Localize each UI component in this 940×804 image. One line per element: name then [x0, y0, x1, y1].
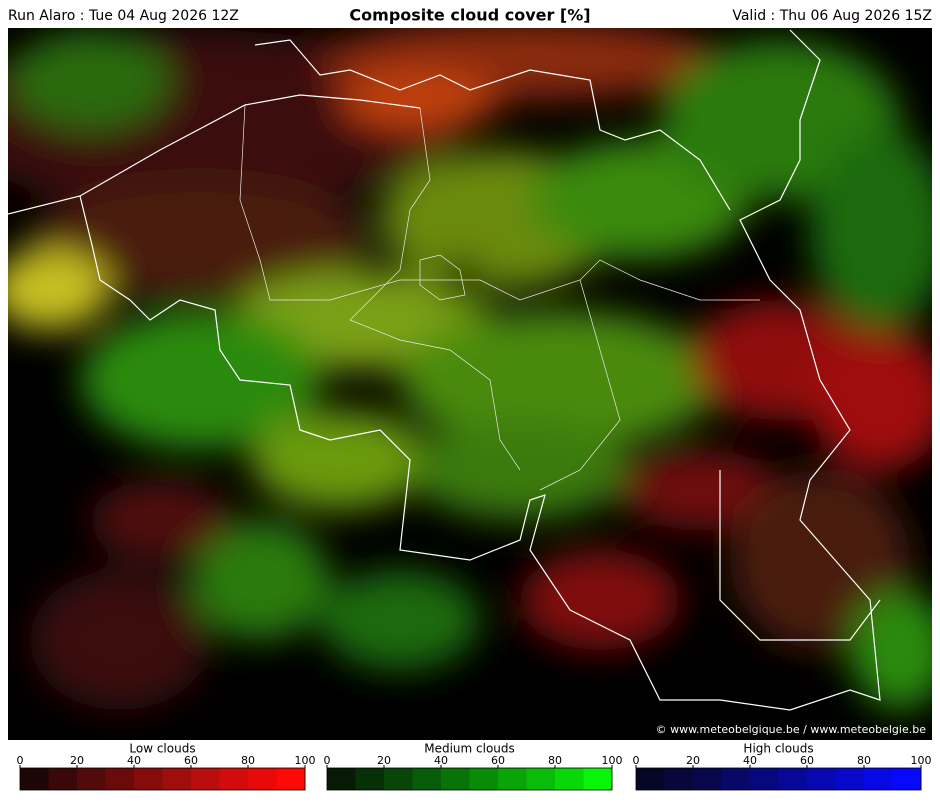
tick-label: 0	[17, 754, 24, 767]
color-step	[355, 768, 385, 790]
region-border	[349, 107, 521, 471]
color-step	[77, 768, 106, 790]
tick-label: 80	[857, 754, 871, 767]
credit: © www.meteobelgique.be / www.meteobelgie…	[656, 723, 927, 736]
title: Composite cloud cover [%]	[349, 6, 590, 25]
color-step	[693, 768, 722, 790]
color-step	[636, 768, 665, 790]
color-step	[162, 768, 192, 790]
tick-label: 100	[911, 754, 932, 767]
tick-label: 100	[295, 754, 316, 767]
legend-title: Medium clouds	[424, 742, 515, 756]
tick-label: 0	[324, 754, 331, 767]
color-step	[864, 768, 893, 790]
legend-title: High clouds	[743, 742, 813, 756]
color-step	[664, 768, 694, 790]
legend-title: Low clouds	[129, 742, 195, 756]
color-step	[892, 768, 922, 790]
color-step	[327, 768, 356, 790]
color-step	[248, 768, 277, 790]
map: © www.meteobelgique.be / www.meteobelgie…	[8, 28, 932, 740]
tick-label: 40	[743, 754, 757, 767]
color-step	[583, 768, 613, 790]
color-step	[835, 768, 865, 790]
region-border	[419, 254, 466, 301]
color-step	[191, 768, 220, 790]
country-border-north	[254, 39, 731, 211]
color-step	[498, 768, 527, 790]
colorbar-frame	[19, 767, 306, 791]
colorbar-frame	[326, 767, 613, 791]
tick-label: 0	[633, 754, 640, 767]
color-step	[807, 768, 836, 790]
country-border	[79, 29, 881, 711]
tick-label: 60	[800, 754, 814, 767]
cloud-field	[8, 28, 932, 710]
country-border-east	[719, 470, 881, 641]
color-step	[778, 768, 808, 790]
tick-label: 20	[377, 754, 391, 767]
color-step	[526, 768, 556, 790]
region-border	[539, 279, 621, 491]
colorbar-frame	[635, 767, 922, 791]
color-step	[276, 768, 306, 790]
color-step	[750, 768, 779, 790]
tick-label: 40	[434, 754, 448, 767]
color-step	[469, 768, 499, 790]
color-step	[219, 768, 249, 790]
color-step	[134, 768, 163, 790]
color-step	[48, 768, 78, 790]
color-step	[384, 768, 413, 790]
color-step	[105, 768, 135, 790]
tick-label: 60	[491, 754, 505, 767]
tick-label: 20	[70, 754, 84, 767]
valid-label: Valid : Thu 06 Aug 2026 15Z	[732, 8, 932, 24]
tick-label: 80	[548, 754, 562, 767]
color-step	[441, 768, 470, 790]
color-step	[412, 768, 442, 790]
tick-label: 40	[127, 754, 141, 767]
run-label: Run Alaro : Tue 04 Aug 2026 12Z	[8, 8, 239, 24]
color-step	[20, 768, 49, 790]
legends: Low clouds 0 20 40 60 80 100 Medium clouds 0 20 40…	[17, 742, 932, 791]
color-step	[555, 768, 584, 790]
tick-label: 60	[184, 754, 198, 767]
tick-label: 80	[241, 754, 255, 767]
region-border	[239, 104, 760, 301]
tick-label: 100	[602, 754, 623, 767]
tick-label: 20	[686, 754, 700, 767]
color-step	[721, 768, 751, 790]
